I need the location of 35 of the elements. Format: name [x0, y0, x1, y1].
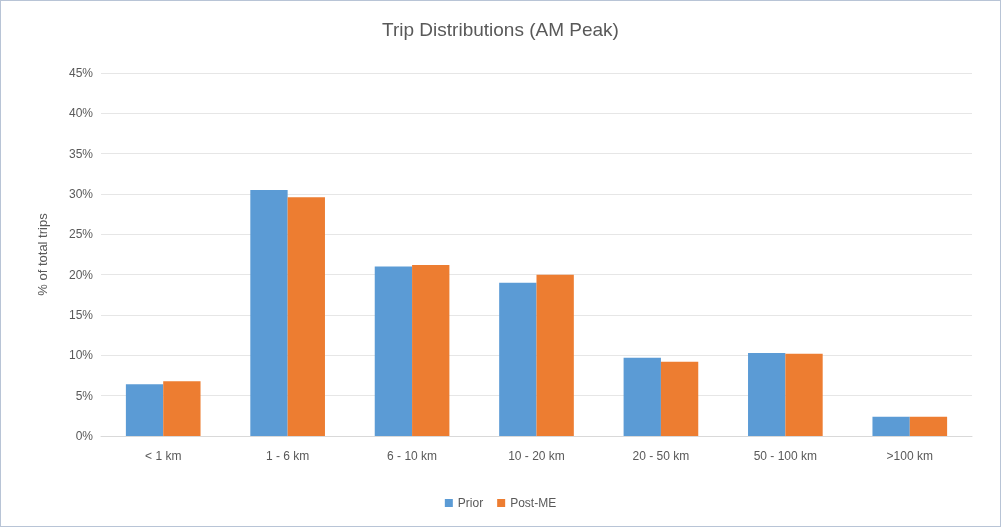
y-tick-label: 10% — [68, 348, 94, 363]
bar — [660, 361, 699, 436]
bar — [287, 197, 325, 436]
y-tick-label: 20% — [68, 267, 94, 282]
bar — [909, 416, 948, 436]
legend-label: Prior — [457, 496, 484, 510]
x-tick-label: < 1 km — [145, 449, 182, 463]
x-tick-label: 6 - 10 km — [387, 449, 438, 463]
x-tick-label: 10 - 20 km — [508, 449, 565, 463]
y-tick-label: 45% — [68, 66, 94, 80]
bar — [748, 352, 786, 436]
bar — [163, 381, 201, 436]
bar — [872, 416, 910, 436]
bar — [499, 282, 537, 436]
y-tick-label: 35% — [68, 146, 94, 161]
bar — [623, 357, 661, 436]
bar — [125, 384, 164, 436]
chart-title: Trip Distributions (AM Peak) — [382, 19, 619, 40]
y-tick-label: 0% — [75, 429, 94, 443]
bar — [785, 353, 823, 436]
x-tick-label: 20 - 50 km — [632, 449, 690, 463]
y-tick-label: 25% — [68, 227, 94, 242]
y-tick-label: 30% — [68, 187, 94, 201]
x-tick-label: >100 km — [886, 449, 933, 463]
y-tick-label: 15% — [68, 308, 94, 322]
bar — [374, 266, 413, 436]
bar — [250, 189, 288, 436]
x-tick-label: 50 - 100 km — [753, 449, 818, 463]
y-tick-label: 5% — [75, 388, 94, 403]
x-tick-label: 1 - 6 km — [265, 449, 310, 463]
y-tick-label: 40% — [68, 106, 94, 121]
bar — [536, 274, 574, 436]
legend-label: Post-ME — [510, 496, 557, 510]
bar — [412, 264, 450, 436]
y-axis-title: % of total trips — [35, 212, 50, 296]
